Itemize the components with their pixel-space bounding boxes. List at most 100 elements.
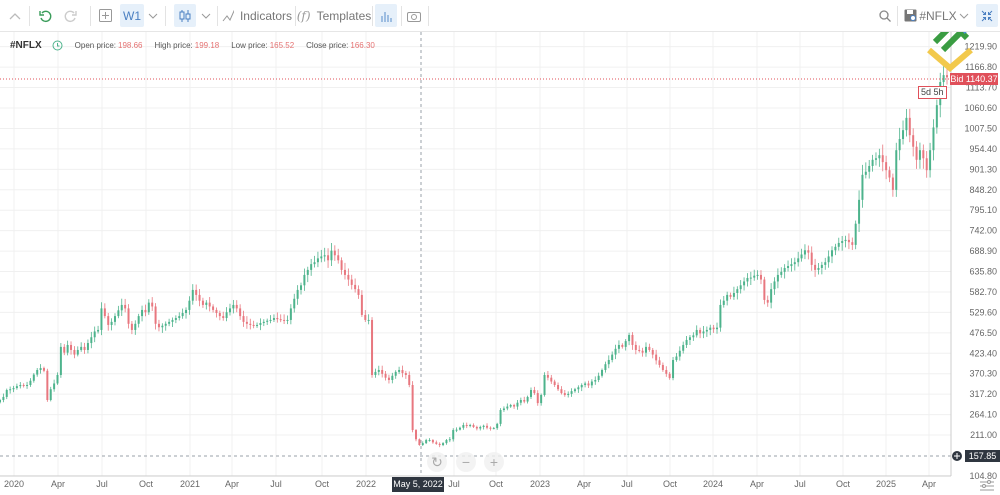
candle-body	[844, 239, 847, 242]
plus-circle-icon[interactable]	[952, 451, 962, 461]
zoom-out-button[interactable]: −	[456, 452, 476, 472]
candle	[915, 141, 918, 169]
candle-body	[651, 349, 654, 355]
x-tick-label: Oct	[489, 479, 504, 489]
candle	[807, 245, 810, 260]
candle-body	[655, 354, 658, 361]
candle	[367, 314, 370, 325]
candle-body	[185, 309, 188, 314]
candle-body	[743, 281, 746, 286]
candle-body	[729, 294, 732, 297]
candle	[222, 311, 225, 321]
candle	[337, 248, 340, 264]
candle	[283, 314, 286, 325]
candle-body	[218, 313, 221, 317]
candle	[445, 438, 448, 445]
bar-chart-icon[interactable]	[375, 4, 397, 27]
timeframe-button[interactable]: W1	[120, 4, 144, 27]
candle	[120, 298, 123, 316]
candle	[144, 304, 147, 317]
candle	[394, 370, 397, 379]
candle	[462, 422, 465, 430]
save-icon[interactable]	[902, 4, 918, 27]
compress-icon[interactable]	[976, 4, 998, 27]
candle-body	[320, 256, 323, 259]
add-icon[interactable]	[96, 4, 114, 27]
chart-settings-icon[interactable]	[980, 480, 994, 491]
candle	[601, 368, 604, 378]
chevron-down-icon[interactable]	[146, 4, 160, 27]
candle-body	[279, 319, 282, 321]
candle-body	[719, 304, 722, 328]
candle	[141, 305, 144, 322]
candle	[86, 339, 89, 354]
candle-body	[100, 308, 103, 330]
candle	[164, 321, 167, 331]
candle-body	[401, 369, 404, 374]
candle	[908, 108, 911, 143]
search-icon[interactable]	[877, 4, 893, 27]
candle	[32, 373, 35, 383]
candle	[810, 246, 813, 271]
candle-body	[435, 442, 438, 444]
camera-icon[interactable]	[405, 4, 423, 27]
indicators-button[interactable]: Indicators	[222, 4, 292, 27]
candle	[898, 127, 901, 161]
candle-body	[644, 346, 647, 353]
candle	[631, 332, 634, 350]
candle	[97, 325, 100, 334]
candle	[597, 372, 600, 383]
candle	[171, 317, 174, 327]
candle-body	[191, 289, 194, 301]
candlestick-icon[interactable]	[174, 4, 196, 27]
redo-icon[interactable]	[61, 4, 79, 27]
candle-body	[587, 383, 590, 386]
zoom-in-button[interactable]: +	[484, 452, 504, 472]
candle	[536, 390, 539, 406]
candle-body	[685, 339, 688, 345]
candle-body	[225, 312, 228, 319]
candle	[695, 325, 698, 338]
x-tick-label: Apr	[225, 479, 239, 489]
candle	[675, 353, 678, 362]
candle	[641, 347, 644, 357]
candle-body	[29, 380, 32, 385]
candle	[168, 318, 171, 327]
crosshair-price-label: 157.85	[965, 450, 1000, 462]
candle-body	[26, 384, 29, 386]
candle	[509, 403, 512, 408]
templates-button[interactable]: (f) Templates	[297, 4, 372, 27]
candle	[56, 372, 59, 385]
chevron-up-icon[interactable]	[6, 4, 24, 27]
candle	[384, 370, 387, 381]
chevron-down-icon[interactable]	[957, 4, 971, 27]
candle	[529, 387, 532, 399]
chevron-down-icon[interactable]	[199, 4, 213, 27]
candle	[225, 307, 228, 322]
candle-body	[918, 150, 921, 160]
candle-body	[580, 384, 583, 388]
candle-body	[201, 300, 204, 305]
y-tick-label: 1007.50	[964, 123, 997, 133]
candle	[469, 423, 472, 428]
candle-body	[726, 294, 729, 301]
y-tick-label: 1219.90	[964, 42, 997, 52]
candle-body	[113, 316, 116, 322]
candle	[215, 307, 218, 318]
symbol-selector[interactable]: #NFLX	[919, 8, 957, 23]
candle-body	[533, 390, 536, 394]
candle-body	[49, 389, 52, 401]
candle	[716, 322, 719, 334]
reset-zoom-button[interactable]: ↻	[427, 452, 447, 472]
candle	[232, 299, 235, 314]
candle-body	[5, 390, 8, 397]
candle-body	[408, 374, 411, 385]
undo-icon[interactable]	[37, 4, 55, 27]
y-tick-label: 954.40	[969, 144, 997, 154]
candle-body	[895, 150, 898, 190]
candle	[655, 349, 658, 365]
y-tick-label: 529.60	[969, 307, 997, 317]
candle	[22, 383, 25, 388]
candle-body	[732, 292, 735, 297]
